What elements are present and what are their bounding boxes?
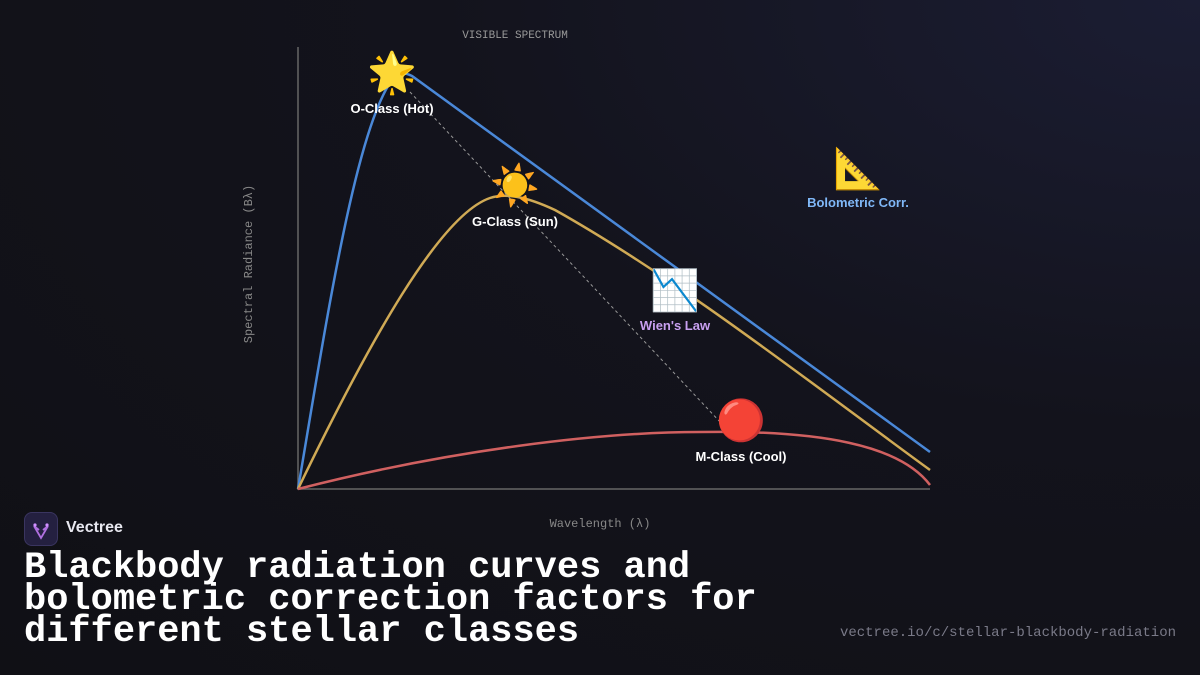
url: vectree.io/c/stellar-blackbody-radiation bbox=[839, 625, 1176, 641]
annotation-icon: 📉 bbox=[650, 267, 700, 314]
brand: Vectree bbox=[66, 519, 123, 536]
annotation-icon: 🔴 bbox=[716, 397, 766, 444]
x-axis-label: Wavelength (λ) bbox=[550, 517, 651, 531]
annotation-icon: ☀️ bbox=[490, 161, 540, 209]
y-axis-label: Spectral Radiance (Bλ) bbox=[242, 185, 256, 343]
g-class-curve bbox=[296, 194, 931, 490]
wien-line bbox=[409, 91, 723, 425]
annotation-label: M-Class (Cool) bbox=[696, 449, 787, 464]
o-class-curve bbox=[296, 72, 931, 490]
annotation-label: Bolometric Corr. bbox=[807, 195, 909, 210]
annotation-label: G-Class (Sun) bbox=[472, 214, 558, 229]
annotation-icon: 📐 bbox=[833, 145, 883, 192]
logo-mark bbox=[33, 523, 49, 540]
top-label: VISIBLE SPECTRUM bbox=[462, 30, 568, 42]
title: Blackbody radiation curves and bolometri… bbox=[24, 547, 757, 653]
annotation-label: Wien's Law bbox=[640, 318, 711, 333]
annotation-icon: 🌟 bbox=[367, 49, 417, 96]
m-class-curve bbox=[297, 430, 931, 491]
logo bbox=[24, 512, 58, 546]
annotation-label: O-Class (Hot) bbox=[350, 101, 433, 116]
